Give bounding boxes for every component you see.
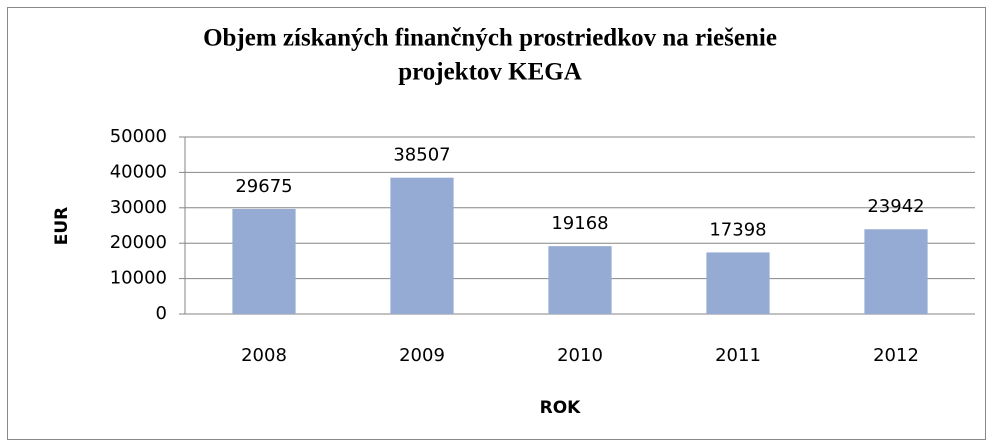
y-tick-label: 40000	[110, 161, 167, 182]
y-tick-label: 20000	[110, 232, 167, 253]
bar	[390, 177, 454, 314]
bar	[548, 246, 612, 314]
bar	[864, 229, 928, 314]
data-label: 17398	[709, 219, 766, 240]
y-tick-label: 30000	[110, 197, 167, 218]
y-tick-label: 0	[156, 303, 167, 324]
x-axis-title: ROK	[540, 398, 582, 418]
chart-title: Objem získaných finančných prostriedkov …	[203, 25, 777, 52]
chart-title: projektov KEGA	[398, 59, 582, 86]
y-tick-label: 10000	[110, 268, 167, 289]
data-label: 19168	[551, 213, 608, 234]
x-tick-label: 2009	[399, 345, 445, 366]
bar	[706, 252, 770, 314]
bar	[232, 208, 296, 314]
x-tick-label: 2010	[557, 345, 603, 366]
chart-frame	[7, 7, 986, 440]
data-label: 38507	[393, 145, 450, 166]
y-axis-title: EUR	[52, 207, 72, 246]
data-label: 23942	[867, 196, 924, 217]
data-label: 29675	[235, 176, 292, 197]
x-tick-label: 2008	[241, 345, 287, 366]
x-tick-label: 2011	[715, 345, 761, 366]
x-tick-label: 2012	[873, 345, 919, 366]
y-tick-label: 50000	[110, 126, 167, 147]
